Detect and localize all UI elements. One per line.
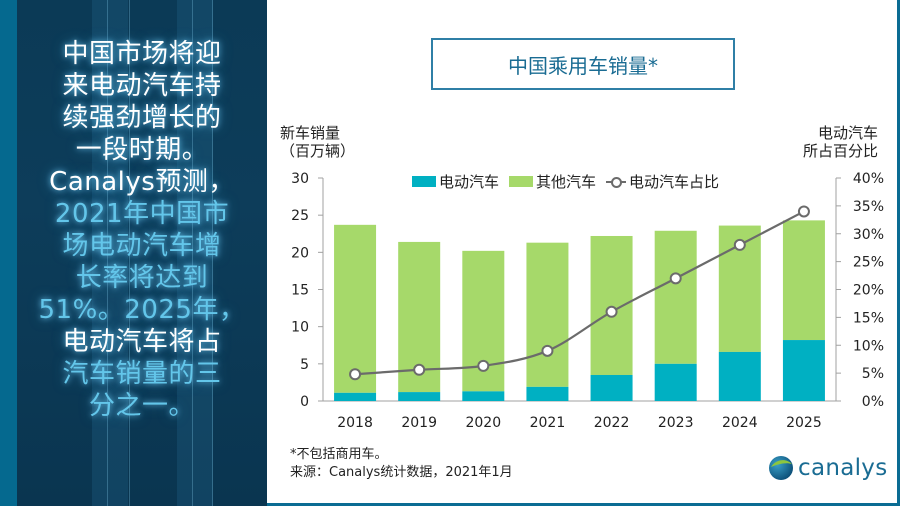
background-line — [212, 0, 213, 506]
chart-title: 中国乘用车销量* — [431, 38, 735, 90]
left-tick-label: 5 — [300, 357, 309, 373]
bar-ev-2022 — [590, 374, 633, 401]
right-tick-label: 25% — [853, 255, 884, 271]
left-tick-label: 25 — [291, 208, 309, 224]
ev-share-point-2021 — [541, 344, 554, 357]
globe-icon — [769, 456, 793, 480]
headline-line: 长率将达到 — [75, 263, 209, 293]
x-tick-label: 2022 — [594, 415, 630, 431]
x-tick-label: 2021 — [530, 415, 566, 431]
bar-other-2022 — [590, 235, 633, 375]
ev-share-point-2025 — [797, 205, 810, 218]
x-tick-label: 2019 — [401, 415, 437, 431]
footnote: *不包括商用车。 来源：Canalys统计数据，2021年1月 — [290, 446, 513, 482]
bar-ev-2025 — [782, 340, 825, 401]
left-tick-label: 0 — [300, 394, 309, 410]
headline-line: Canalys预测， — [49, 167, 235, 197]
legend-item-other: 其他汽车 — [509, 171, 596, 192]
bar-ev-2019 — [398, 392, 441, 401]
canalys-logo: canalys — [768, 455, 888, 481]
bar-other-2021 — [526, 242, 569, 387]
headline-text: 中国市场将迎 来电动汽车持 续强劲增长的 一段时期。 Canalys预测， 2021年中国… — [17, 38, 267, 422]
background-line — [192, 0, 193, 506]
right-axis-title: 电动汽车 所占百分比 — [803, 124, 878, 160]
right-axis-title-line: 电动汽车 — [817, 124, 878, 142]
frame-border — [897, 0, 900, 506]
headline-line: 中国市场将迎 — [62, 39, 222, 69]
headline-line: 51%。2025年， — [38, 295, 246, 325]
legend-line-marker-icon — [606, 176, 627, 188]
logo-text: canalys — [798, 455, 888, 481]
legend-label: 其他汽车 — [536, 173, 597, 191]
bar-ev-2020 — [462, 391, 505, 401]
bar-ev-2021 — [526, 386, 569, 401]
bar-other-2018 — [334, 224, 377, 393]
x-tick-label: 2024 — [722, 415, 758, 431]
legend-item-ev: 电动汽车 — [412, 171, 499, 192]
legend-label: 电动汽车占比 — [629, 173, 720, 191]
ev-share-point-2020 — [477, 359, 490, 372]
left-axis-title-line: 新车销量 — [280, 124, 341, 142]
headline-line: 来电动汽车持 — [62, 71, 222, 101]
headline-line: 分之一。 — [88, 391, 195, 421]
bar-ev-2024 — [718, 351, 761, 401]
right-tick-label: 40% — [853, 171, 884, 187]
ev-share-point-2024 — [733, 238, 746, 251]
x-tick-label: 2025 — [786, 415, 822, 431]
right-tick-label: 0% — [862, 394, 884, 410]
right-axis-title-line: 所占百分比 — [802, 142, 878, 160]
background-line — [129, 0, 130, 506]
headline-line: 续强劲增长的 — [62, 103, 222, 133]
headline-line: 2021年中国市 — [54, 199, 230, 229]
legend-swatch-ev — [412, 176, 436, 187]
left-axis-title: 新车销量 （百万辆） — [280, 124, 355, 160]
headline-panel: 中国市场将迎 来电动汽车持 续强劲增长的 一段时期。 Canalys预测， 2021年中国… — [17, 0, 267, 506]
bar-ev-2018 — [334, 392, 377, 401]
chart-legend: 电动汽车 其他汽车 电动汽车占比 — [412, 171, 729, 192]
ev-share-point-2022 — [605, 305, 618, 318]
footnote-note: *不包括商用车。 — [290, 447, 388, 462]
right-tick-label: 35% — [853, 199, 884, 215]
legend-swatch-other — [509, 176, 534, 187]
bar-ev-2023 — [654, 363, 697, 401]
headline-line: 汽车销量的三 — [62, 359, 222, 389]
right-tick-label: 20% — [853, 283, 884, 299]
bar-other-2023 — [654, 230, 697, 364]
legend-label: 电动汽车 — [439, 173, 500, 191]
background-line — [107, 0, 108, 506]
legend-item-share: 电动汽车占比 — [606, 171, 719, 192]
left-tick-label: 20 — [291, 245, 309, 261]
headline-line: 电动汽车将占 — [62, 327, 222, 357]
right-tick-label: 10% — [853, 338, 884, 354]
x-tick-label: 2018 — [337, 415, 373, 431]
x-tick-label: 2020 — [465, 415, 501, 431]
bar-other-2025 — [782, 220, 825, 341]
headline-line: 场电动汽车增 — [62, 231, 222, 261]
left-accent-strip — [0, 0, 17, 506]
headline-line: 一段时期。 — [75, 135, 209, 165]
left-tick-label: 30 — [291, 171, 309, 187]
ev-share-point-2019 — [413, 363, 426, 376]
background-road — [177, 0, 213, 506]
x-tick-label: 2023 — [658, 415, 694, 431]
right-tick-label: 15% — [853, 310, 884, 326]
ev-share-point-2018 — [349, 368, 362, 381]
right-tick-label: 30% — [853, 227, 884, 243]
ev-share-point-2023 — [669, 272, 682, 285]
footnote-source: 来源：Canalys统计数据，2021年1月 — [290, 465, 513, 480]
frame-border — [267, 503, 900, 506]
left-tick-label: 10 — [291, 320, 309, 336]
left-tick-label: 15 — [291, 283, 309, 299]
left-axis-title-line: （百万辆） — [280, 142, 356, 160]
right-tick-label: 5% — [862, 366, 884, 382]
background-road — [92, 0, 128, 506]
